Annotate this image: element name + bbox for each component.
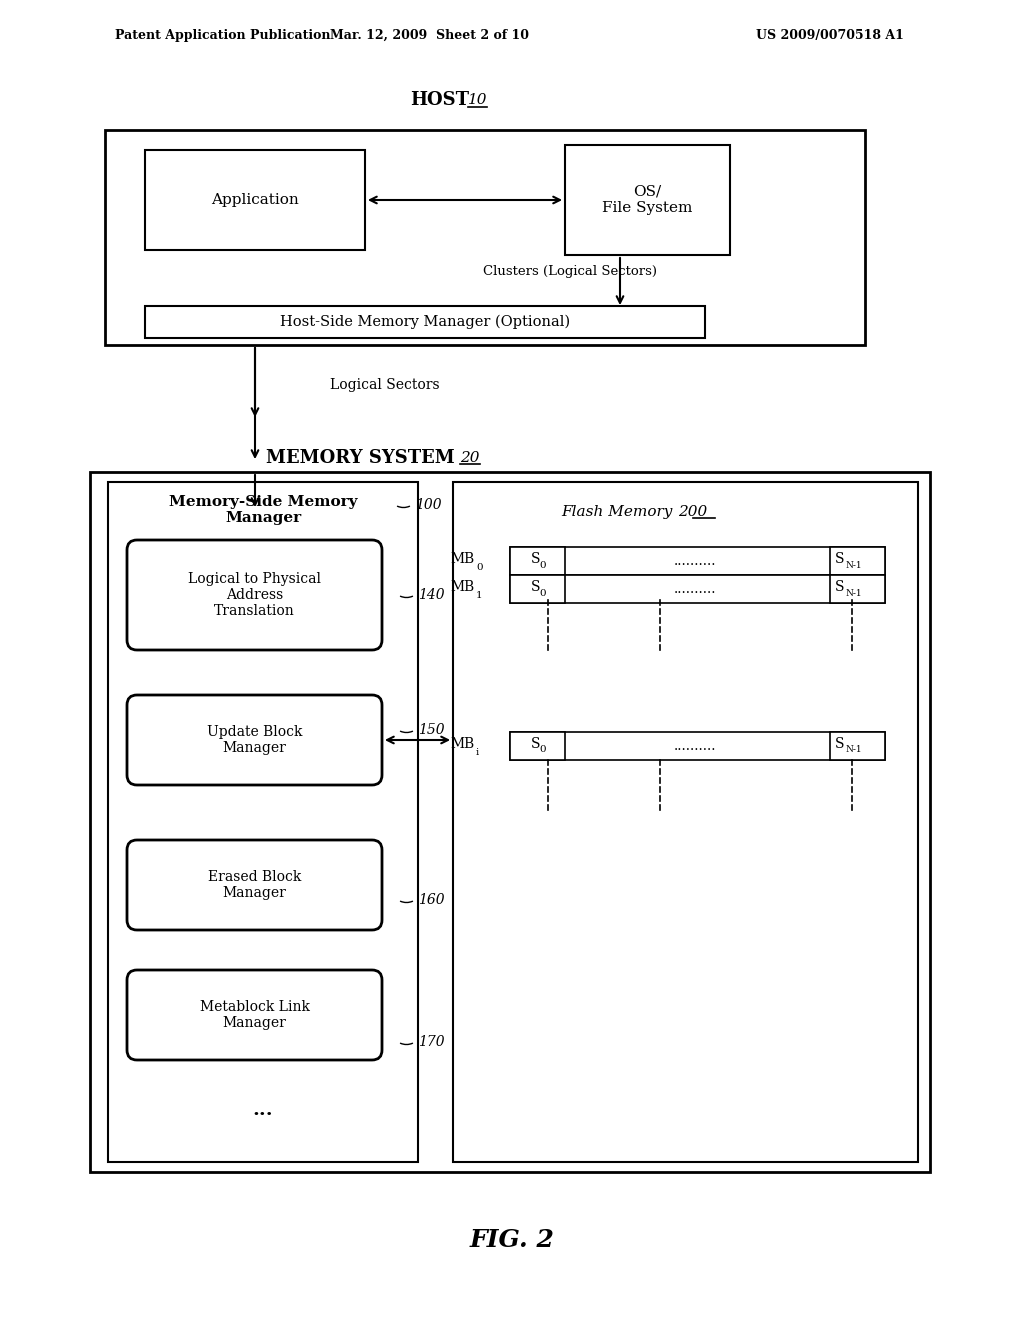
Text: S: S [530, 737, 541, 751]
Text: MEMORY SYSTEM: MEMORY SYSTEM [265, 449, 455, 467]
Text: FIG. 2: FIG. 2 [470, 1228, 554, 1251]
FancyBboxPatch shape [127, 696, 382, 785]
Text: Patent Application Publication: Patent Application Publication [115, 29, 331, 41]
Text: 0: 0 [540, 561, 546, 569]
Text: ..........: .......... [674, 739, 716, 752]
Text: N-1: N-1 [846, 589, 862, 598]
Text: S: S [835, 552, 845, 566]
Bar [90, 473, 930, 1172]
Text: i: i [476, 748, 479, 756]
Text: 200: 200 [678, 506, 708, 519]
Text: S: S [835, 579, 845, 594]
Text: Application: Application [211, 193, 299, 207]
Text: 150: 150 [418, 723, 444, 737]
Text: Memory-Side Memory
Manager: Memory-Side Memory Manager [169, 495, 357, 525]
Text: N-1: N-1 [846, 561, 862, 569]
Bar [510, 576, 565, 603]
Text: 160: 160 [418, 894, 444, 907]
Text: 140: 140 [418, 587, 444, 602]
FancyBboxPatch shape [127, 540, 382, 649]
Text: S: S [530, 552, 541, 566]
Text: ...: ... [253, 1101, 273, 1119]
Text: 20: 20 [460, 451, 479, 465]
Bar [565, 145, 730, 255]
Bar [145, 306, 705, 338]
Text: HOST: HOST [411, 91, 469, 110]
Text: 10: 10 [468, 92, 487, 107]
Bar [145, 150, 365, 249]
Text: Metablock Link
Manager: Metablock Link Manager [200, 1001, 309, 1030]
Text: OS/
File System: OS/ File System [602, 185, 692, 215]
Bar [510, 576, 885, 603]
Text: 1: 1 [476, 591, 482, 601]
Text: 170: 170 [418, 1035, 444, 1049]
Bar [830, 576, 885, 603]
Text: US 2009/0070518 A1: US 2009/0070518 A1 [756, 29, 904, 41]
Bar [453, 482, 918, 1162]
Text: S: S [530, 579, 541, 594]
Text: 0: 0 [540, 589, 546, 598]
Text: 0: 0 [476, 564, 482, 572]
Bar [830, 546, 885, 576]
Text: Host-Side Memory Manager (Optional): Host-Side Memory Manager (Optional) [280, 314, 570, 329]
Text: ..........: .......... [674, 582, 716, 597]
Bar [510, 733, 565, 760]
Text: S: S [835, 737, 845, 751]
Text: MB: MB [451, 579, 475, 594]
Text: 0: 0 [540, 746, 546, 755]
Bar [510, 546, 565, 576]
Text: 100: 100 [415, 498, 441, 512]
Text: Clusters (Logical Sectors): Clusters (Logical Sectors) [483, 265, 657, 279]
Text: Logical Sectors: Logical Sectors [330, 378, 439, 392]
Bar [510, 733, 885, 760]
Text: MB: MB [451, 737, 475, 751]
Text: ..........: .......... [674, 554, 716, 568]
Bar [510, 546, 885, 576]
Text: MB: MB [451, 552, 475, 566]
Text: Erased Block
Manager: Erased Block Manager [208, 870, 301, 900]
Text: Update Block
Manager: Update Block Manager [207, 725, 302, 755]
Bar [830, 733, 885, 760]
Text: N-1: N-1 [846, 746, 862, 755]
FancyBboxPatch shape [127, 970, 382, 1060]
Text: Logical to Physical
Address
Translation: Logical to Physical Address Translation [188, 572, 321, 618]
FancyBboxPatch shape [127, 840, 382, 931]
Bar [108, 482, 418, 1162]
Text: Flash Memory: Flash Memory [561, 506, 673, 519]
Text: Mar. 12, 2009  Sheet 2 of 10: Mar. 12, 2009 Sheet 2 of 10 [331, 29, 529, 41]
Bar [105, 129, 865, 345]
